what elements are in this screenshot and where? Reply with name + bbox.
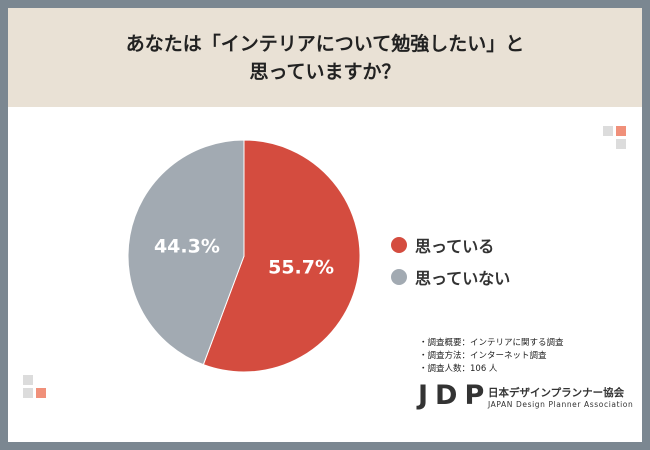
chart-card: あなたは「インテリアについて勉強したい」と 思っていますか？ 55.7% 44.3… [8, 8, 642, 442]
legend-item-yes: 思っている [391, 230, 510, 260]
decor-square [23, 388, 33, 398]
logo-mark: JDP [418, 380, 492, 411]
legend-swatch-no [391, 269, 407, 285]
survey-note-count: ・調査人数：106 人 [419, 364, 498, 374]
logo-name-ja: 日本デザインプランナー協会 [488, 387, 625, 399]
decor-square [23, 375, 33, 385]
chart-title-line-1: あなたは「インテリアについて勉強したい」と [125, 32, 525, 55]
decor-square [616, 139, 626, 149]
pie-slice-0 [202, 139, 361, 373]
logo-name-en: JAPAN Design Planner Association [488, 400, 634, 409]
title-banner: あなたは「インテリアについて勉強したい」と 思っていますか？ [8, 8, 642, 107]
legend-swatch-yes [391, 237, 407, 253]
pie-slice-1 [127, 139, 245, 366]
pie-slice-label-0: 55.7% [268, 256, 334, 278]
legend-label-yes: 思っている [415, 237, 495, 256]
chart-legend: 思っている 思っていない [391, 230, 510, 294]
survey-note-method: ・調査方法：インターネット調査 [419, 351, 547, 361]
legend-item-no: 思っていない [391, 262, 510, 292]
survey-notes: ・調査概要：インテリアに関する調査 ・調査方法：インターネット調査 ・調査人数：… [419, 337, 564, 376]
pie-chart: 55.7% 44.3% [127, 139, 361, 373]
survey-note-overview: ・調査概要：インテリアに関する調査 [419, 338, 564, 348]
chart-title-line-2: 思っていますか？ [249, 60, 401, 83]
pie-slice-label-1: 44.3% [154, 236, 220, 258]
decor-square-accent [616, 126, 626, 136]
legend-label-no: 思っていない [415, 269, 511, 288]
decor-square-accent [36, 388, 46, 398]
jdp-logo: JDP 日本デザインプランナー協会 JAPAN Design Planner A… [418, 380, 638, 413]
decor-square [603, 126, 613, 136]
